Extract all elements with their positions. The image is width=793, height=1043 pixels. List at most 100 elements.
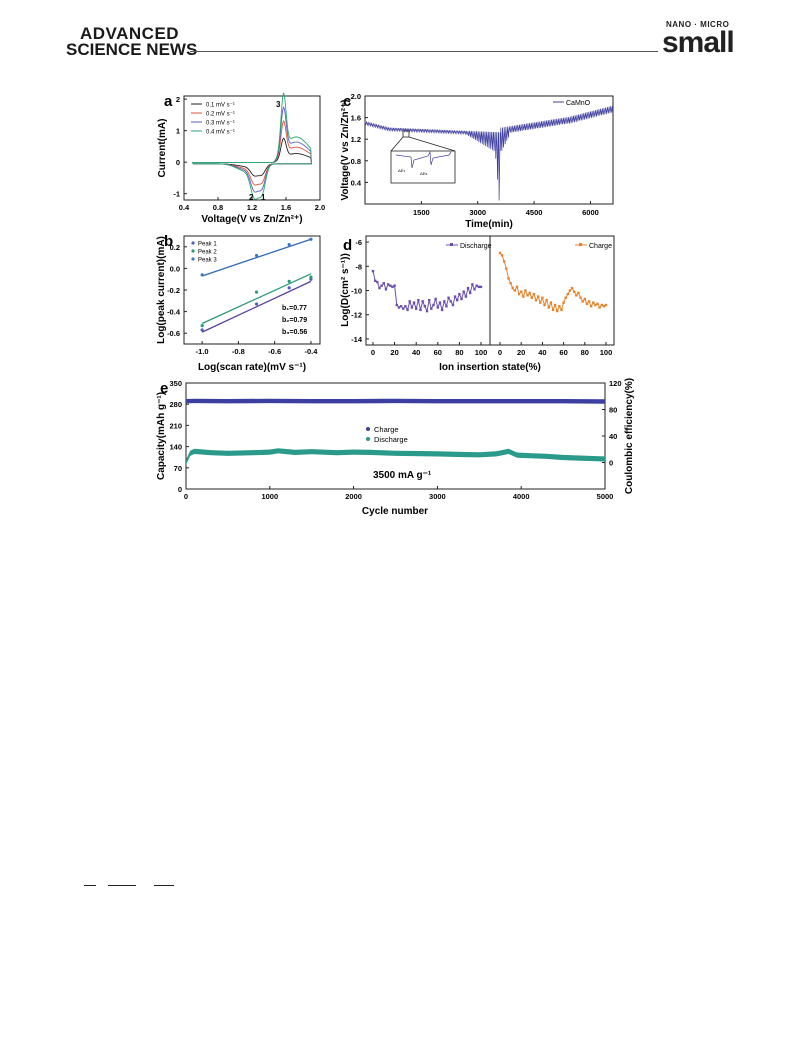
- discharge-point: [419, 308, 422, 312]
- discharge-point: [434, 297, 437, 301]
- y-tick-label-a: 2: [176, 95, 180, 104]
- x-tick-label-a: 1.2: [247, 203, 257, 212]
- discharge-point: [410, 306, 414, 309]
- charge-point: [522, 295, 525, 298]
- charge-point: [513, 289, 517, 292]
- discharge-point: [443, 300, 446, 303]
- y-tick-label-e: 70: [174, 464, 182, 473]
- x-tick-label-a: 1.6: [281, 203, 291, 212]
- discharge-point: [432, 303, 435, 307]
- y-tick-label-c: 1.6: [351, 114, 361, 123]
- charge-point: [592, 301, 595, 304]
- header-rule: [190, 51, 658, 52]
- x-tick-label-c: 4500: [526, 208, 543, 217]
- charge-point: [539, 301, 542, 304]
- discharge-point: [371, 269, 375, 273]
- legend-marker-b-2: [191, 249, 195, 253]
- discharge-point: [399, 305, 403, 308]
- inset-c: ΔEτ ΔEs: [390, 150, 456, 184]
- peak2-point: [287, 279, 291, 283]
- legend-marker-discharge-e: [366, 437, 370, 441]
- y-tick-label-right-e: 120: [609, 379, 622, 388]
- discharge-point: [477, 285, 481, 289]
- legend-c: CaMnO: [553, 100, 591, 107]
- discharge-point: [440, 308, 444, 312]
- discharge-point: [445, 305, 448, 308]
- charge-point: [579, 296, 582, 299]
- discharge-point: [458, 292, 461, 296]
- discharge-point: [449, 300, 452, 303]
- x-tick-label-c: 3000: [469, 208, 486, 217]
- legend-label-a-2: 0.2 mV s⁻¹: [206, 112, 235, 118]
- discharge-band: [186, 448, 605, 465]
- x-tick-label-a: 0.8: [213, 203, 223, 212]
- x-tick-label-e: 4000: [513, 492, 530, 501]
- legend-marker-b-3: [191, 257, 195, 261]
- y-tick-label-b: -0.4: [167, 308, 181, 317]
- cv-curve-1: [191, 137, 313, 177]
- discharge-point: [462, 290, 465, 293]
- x-tick-label-c: 6000: [582, 208, 599, 217]
- y-tick-label-c: 0.4: [351, 178, 362, 187]
- publisher-logo-line2: SCIENCE NEWS: [66, 40, 198, 59]
- y-tick-label-e: 280: [169, 400, 182, 409]
- plot-frame-c: [364, 95, 614, 205]
- charge-point: [509, 282, 512, 285]
- x-tick-label-d-left: 60: [434, 348, 442, 357]
- discharge-point: [417, 298, 420, 302]
- ylabel-right-e: Coulombic efficiency(%): [624, 378, 635, 494]
- legend-label-charge: Charge: [589, 243, 612, 250]
- xlabel-b: Log(scan rate)(mV s⁻¹): [198, 362, 306, 373]
- peak-label-3: 3: [276, 100, 281, 109]
- discharge-point: [453, 295, 457, 298]
- panel-letter-a: a: [164, 93, 173, 110]
- charge-point: [543, 303, 546, 307]
- charge-point: [507, 277, 510, 280]
- y-tick-label-e: 210: [169, 421, 182, 430]
- charge-point: [505, 267, 508, 270]
- discharge-point: [397, 306, 401, 309]
- legend-label-a-1: 0.1 mV s⁻¹: [206, 103, 235, 109]
- charge-point: [594, 303, 597, 307]
- x-tick-label-d-right: 60: [559, 348, 567, 357]
- charge-point: [575, 294, 578, 297]
- charge-point: [511, 286, 514, 290]
- current-density-label: 3500 mA g⁻¹: [373, 470, 432, 481]
- peak2-point: [309, 275, 313, 279]
- y-tick-label-a: 1: [176, 127, 180, 136]
- charge-point: [556, 309, 559, 313]
- charge-point: [524, 289, 527, 292]
- x-tick-label-d-right: 20: [517, 348, 525, 357]
- peak3-point: [287, 243, 291, 247]
- x-tick-label-d-left: 40: [412, 348, 420, 357]
- y-tick-label-right-e: 80: [609, 406, 617, 415]
- discharge-point: [469, 291, 472, 295]
- charge-point: [596, 302, 599, 306]
- legend-marker-b-1: [191, 241, 195, 245]
- charge-point: [520, 290, 523, 293]
- discharge-point: [447, 296, 450, 299]
- xlabel-d: Ion insertion state(%): [439, 362, 541, 373]
- discharge-point: [406, 308, 409, 312]
- legend-marker-charge-e: [366, 427, 370, 431]
- charge-point: [545, 298, 548, 302]
- peak2-point: [200, 324, 204, 328]
- y-tick-label-right-e: 40: [609, 432, 617, 441]
- discharge-point: [382, 282, 385, 285]
- discharge-point: [427, 298, 431, 302]
- y-tick-label-e: 350: [169, 379, 182, 388]
- x-tick-label-e: 5000: [597, 492, 614, 501]
- panel-letter-c: c: [343, 93, 351, 110]
- x-tick-label-b: -0.8: [232, 347, 245, 356]
- discharge-point: [421, 300, 424, 303]
- peak3-point: [254, 253, 259, 258]
- charge-point: [530, 296, 533, 299]
- discharge-point: [384, 288, 388, 291]
- discharge-point: [438, 301, 442, 304]
- y-tick-label-right-e: 0: [609, 459, 613, 468]
- discharge-point: [425, 309, 429, 313]
- publisher-logo-line1: ADVANCED: [80, 24, 180, 43]
- journal-tag: NANO · MICRO: [666, 20, 730, 29]
